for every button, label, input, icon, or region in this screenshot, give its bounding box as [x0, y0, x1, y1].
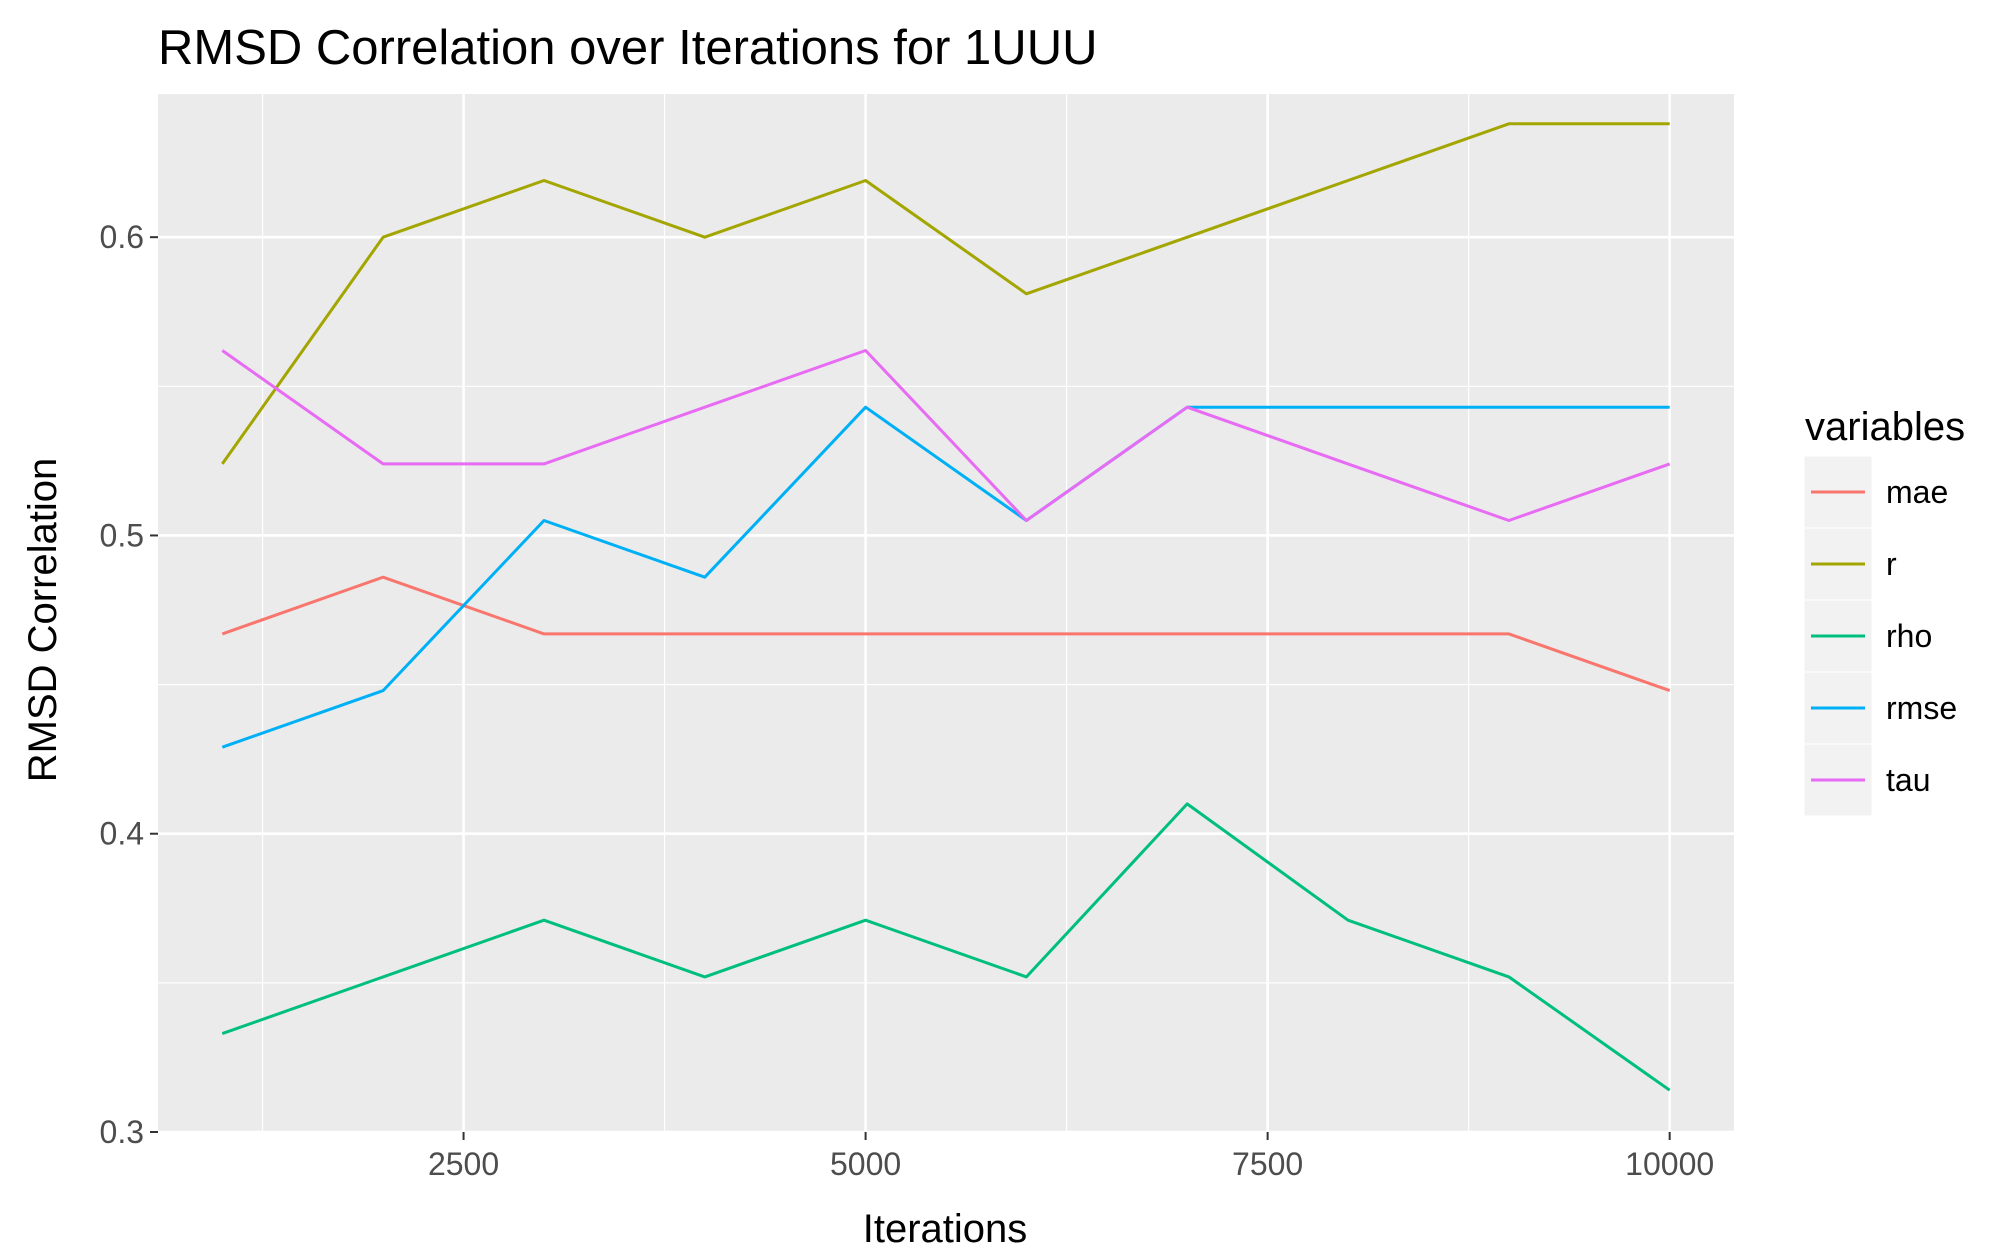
chart-title: RMSD Correlation over Iterations for 1UU…: [158, 21, 1097, 75]
legend-title: variables: [1805, 405, 1965, 449]
series-line-tau: [221, 349, 1671, 522]
series-line-rmse: [221, 405, 1670, 749]
x-tick-label: 7500: [1232, 1146, 1303, 1182]
x-tick-label: 2500: [428, 1146, 499, 1182]
x-axis-title: Iterations: [863, 1207, 1028, 1248]
series-line-r: [221, 122, 1670, 465]
y-axis-title: RMSD Correlation: [21, 458, 65, 783]
series-line-rho: [221, 802, 1671, 1092]
plot-panel: [158, 94, 1734, 1132]
major-gridlines: [158, 94, 1734, 1134]
legend-label-tau: tau: [1886, 762, 1930, 798]
y-axis: 0.3 0.4 0.5 0.6: [100, 219, 158, 1150]
x-tick-label: 10000: [1625, 1146, 1714, 1182]
legend-label-rmse: rmse: [1886, 690, 1957, 726]
legend-label-rho: rho: [1886, 618, 1932, 654]
legend-label-mae: mae: [1886, 474, 1948, 510]
x-axis: 2500 5000 7500 10000: [428, 1132, 1714, 1182]
x-tick-label: 5000: [830, 1146, 901, 1182]
legend-label-r: r: [1886, 546, 1897, 582]
y-tick-label: 0.6: [100, 219, 144, 255]
minor-gridlines: [158, 87, 1734, 1132]
legend: variables mae r rho rmse tau: [1803, 405, 1965, 817]
y-tick-label: 0.5: [100, 517, 144, 553]
y-tick-label: 0.4: [100, 816, 144, 852]
y-tick-label: 0.3: [100, 1114, 144, 1150]
series-lines: [221, 122, 1671, 1092]
